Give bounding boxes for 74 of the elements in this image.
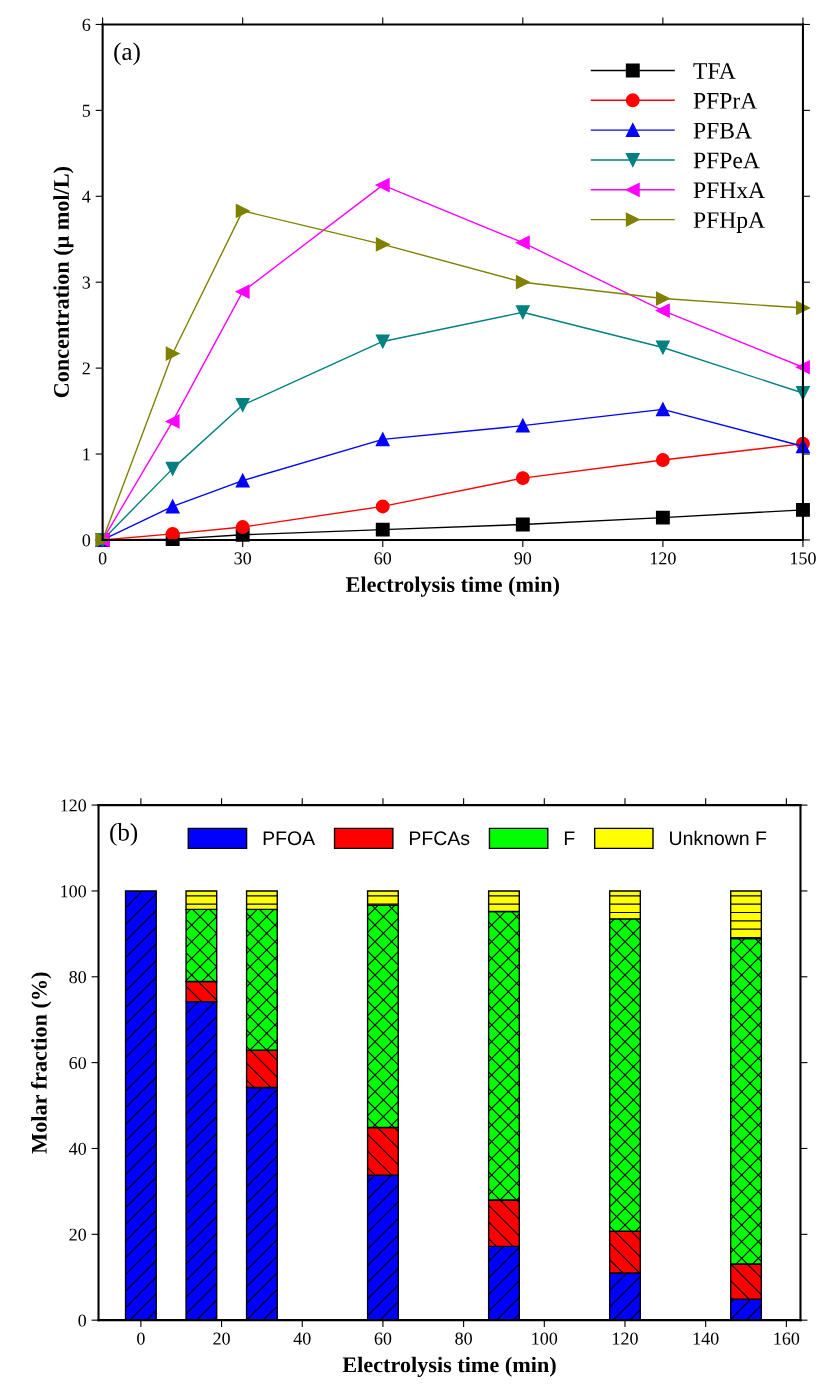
point (655, 402, 670, 417)
legend-label: PFHxA (693, 182, 765, 199)
y-tick-label: 4 (82, 190, 91, 203)
point (235, 203, 250, 218)
x-tick-label: 30 (234, 552, 252, 565)
x-tick-label: 90 (514, 552, 532, 565)
annotation: (a) (114, 42, 140, 66)
x-axis-title: Electrolysis time (min) (345, 576, 559, 597)
point (165, 414, 180, 429)
y-axis-title: Molar fraction (%) (30, 972, 52, 1154)
x-tick-label: 0 (98, 552, 107, 565)
x-tick-label: 120 (650, 552, 676, 565)
point (515, 517, 530, 532)
legend-label: PFCAs (410, 831, 470, 846)
x-tick-label: 160 (774, 1332, 800, 1345)
point (235, 520, 250, 534)
point (515, 418, 530, 433)
legend-label: TFA (693, 63, 736, 79)
point (375, 432, 390, 447)
point (655, 291, 670, 306)
y-tick-label: 0 (78, 1314, 87, 1327)
point (165, 526, 180, 541)
y-tick-label: 20 (69, 1228, 87, 1241)
point (515, 275, 530, 290)
x-axis-title: Electrolysis time (min) (342, 1356, 556, 1377)
y-tick-label: 40 (69, 1142, 87, 1155)
x-tick-label: 150 (790, 552, 816, 565)
y-tick-label: 80 (69, 971, 87, 984)
legend-label: PFPeA (693, 152, 760, 169)
point (515, 235, 530, 250)
y-tick-label: 60 (69, 1056, 87, 1070)
point (655, 453, 670, 467)
x-tick-label: 0 (137, 1332, 145, 1345)
y-axis-title: Concentration (μ mol/L) (53, 167, 74, 398)
y-tick-label: 120 (61, 799, 87, 812)
point (375, 499, 390, 514)
y-tick-label: 100 (61, 885, 87, 898)
y-tick-label: 3 (82, 276, 91, 289)
point (515, 305, 530, 320)
point (515, 471, 530, 486)
legend-label: PFBA (693, 122, 752, 139)
x-tick-label: 20 (213, 1332, 230, 1345)
y-tick-label: 2 (82, 362, 90, 375)
x-tick-label: 80 (455, 1332, 472, 1345)
legend-label: PFHpA (693, 212, 765, 233)
x-tick-label: 40 (293, 1332, 311, 1345)
y-tick-label: 6 (82, 18, 91, 31)
y-tick-label: 1 (83, 448, 90, 461)
point (655, 303, 670, 318)
y-tick-label: 5 (82, 104, 91, 117)
point (655, 340, 670, 355)
point (235, 398, 250, 412)
x-tick-label: 140 (693, 1332, 719, 1345)
point (655, 510, 670, 525)
x-tick-label: 100 (532, 1332, 558, 1345)
annotation: (b) (110, 823, 138, 846)
point (235, 473, 250, 488)
point (375, 237, 390, 252)
x-tick-label: 60 (374, 552, 392, 565)
point (795, 301, 810, 315)
point (165, 346, 180, 361)
y-tick-label: 0 (82, 534, 91, 547)
point (375, 522, 390, 537)
point (375, 334, 390, 349)
point (375, 178, 390, 193)
legend-label: PFOA (263, 831, 316, 846)
point (235, 284, 250, 299)
x-tick-label: 120 (613, 1332, 638, 1345)
legend-label: Unknown F (670, 830, 767, 846)
x-tick-label: 60 (374, 1332, 392, 1345)
legend-label: F (564, 831, 575, 845)
point (165, 461, 180, 476)
legend-label: PFPrA (693, 92, 758, 109)
point (165, 499, 180, 514)
